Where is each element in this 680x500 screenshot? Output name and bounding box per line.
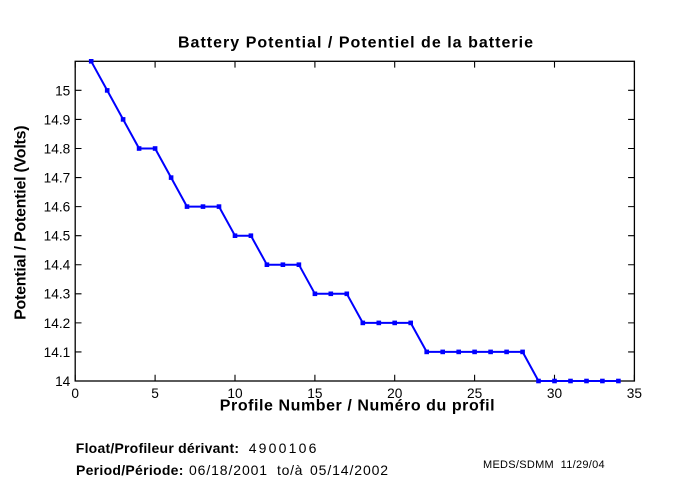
svg-text:Battery Potential / Potentiel: Battery Potential / Potentiel de la batt…	[178, 34, 534, 51]
svg-text:15: 15	[307, 386, 323, 401]
svg-text:14.4: 14.4	[44, 258, 71, 273]
svg-text:20: 20	[387, 386, 403, 401]
svg-text:14.2: 14.2	[44, 316, 71, 331]
svg-text:14.8: 14.8	[44, 141, 71, 156]
svg-text:14.1: 14.1	[44, 345, 71, 360]
svg-text:25: 25	[467, 386, 483, 401]
svg-text:30: 30	[547, 386, 563, 401]
svg-text:5: 5	[151, 386, 159, 401]
svg-text:14.5: 14.5	[44, 229, 71, 244]
svg-text:14: 14	[55, 374, 71, 389]
svg-text:Profile Number / Numéro du pro: Profile Number / Numéro du profil	[220, 398, 495, 415]
svg-text:Potential / Potentiel (Volts): Potential / Potentiel (Volts)	[13, 126, 30, 320]
svg-text:15: 15	[55, 83, 71, 98]
svg-text:14.9: 14.9	[44, 112, 71, 127]
svg-text:14.7: 14.7	[44, 171, 71, 186]
svg-text:0: 0	[71, 386, 79, 401]
svg-text:10: 10	[227, 386, 243, 401]
svg-text:14.6: 14.6	[44, 200, 71, 215]
svg-text:14.3: 14.3	[44, 287, 71, 302]
svg-text:35: 35	[627, 386, 643, 401]
